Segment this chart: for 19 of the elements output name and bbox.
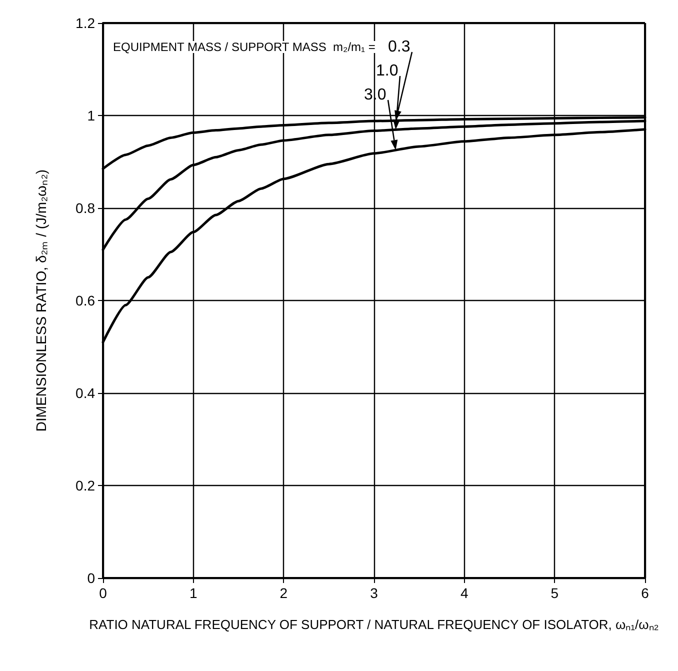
y-tick-label: 0.4 bbox=[76, 385, 96, 401]
text: 0.3 bbox=[388, 38, 410, 56]
y-tick-label: 0.8 bbox=[76, 200, 96, 216]
y-axis-title: DIMENSIONLESS RATIO, δ₂ₘ / (J/m₂ωₙ₂) bbox=[33, 169, 49, 432]
x-tick-label: 6 bbox=[641, 585, 650, 601]
legend-title: EQUIPMENT MASS / SUPPORT MASS m₂/m₁ = bbox=[113, 40, 376, 54]
y-tick-label: 0.2 bbox=[76, 478, 96, 494]
x-tick-label: 0 bbox=[99, 585, 108, 601]
y-tick-label: 1 bbox=[87, 108, 96, 124]
x-tick-label: 3 bbox=[370, 585, 378, 601]
text: 1.0 bbox=[376, 62, 398, 80]
x-axis-title: RATIO NATURAL FREQUENCY OF SUPPORT / NATURAL FREQUENCY OF ISOLATOR, ωₙ₁/ωₙ₂ bbox=[89, 617, 659, 632]
y-tick-label: 1.2 bbox=[76, 15, 96, 31]
x-tick-label: 4 bbox=[460, 585, 468, 601]
x-tick-label: 2 bbox=[280, 585, 288, 601]
x-tick-label: 5 bbox=[550, 585, 559, 601]
y-tick-label: 0 bbox=[87, 570, 96, 586]
y-tick-label: 0.6 bbox=[76, 292, 96, 308]
x-tick-label: 1 bbox=[189, 585, 198, 601]
